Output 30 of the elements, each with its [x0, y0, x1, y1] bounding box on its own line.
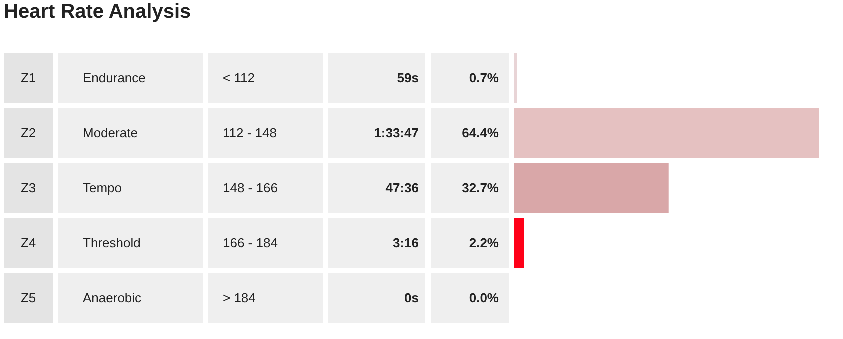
text: 1:33:47 [374, 126, 419, 141]
text: 166 - 184 [223, 236, 278, 251]
text: Moderate [83, 126, 138, 141]
data-label: 0.7% [469, 70, 500, 86]
data-label: 2.2% [469, 236, 500, 251]
data-label: 64.4% [462, 126, 500, 141]
data-label: 0.0% [469, 290, 500, 306]
text: 3:16 [392, 236, 419, 251]
bar [514, 108, 819, 158]
text: 112 - 148 [223, 126, 277, 141]
text: 148 - 166 [223, 180, 278, 196]
y-tick-label: Z4 [20, 236, 36, 251]
bar [514, 53, 518, 103]
text: 59s [397, 70, 419, 86]
text: Heart Rate Analysis [4, 1, 192, 24]
bar [514, 218, 524, 268]
text: Anaerobic [83, 290, 142, 306]
text: Endurance [83, 70, 146, 86]
text: 0s [404, 290, 419, 306]
y-tick-label: Z3 [20, 180, 36, 196]
bar [514, 163, 669, 213]
data-label: 32.7% [462, 180, 500, 196]
y-tick-label: Z2 [20, 126, 36, 141]
text: Threshold [83, 236, 141, 251]
text: > 184 [223, 290, 256, 306]
y-tick-label: Z1 [20, 70, 36, 86]
y-tick-label: Z5 [20, 290, 36, 306]
text: < 112 [223, 70, 255, 86]
text: Tempo [83, 180, 122, 196]
text: 47:36 [386, 180, 419, 196]
